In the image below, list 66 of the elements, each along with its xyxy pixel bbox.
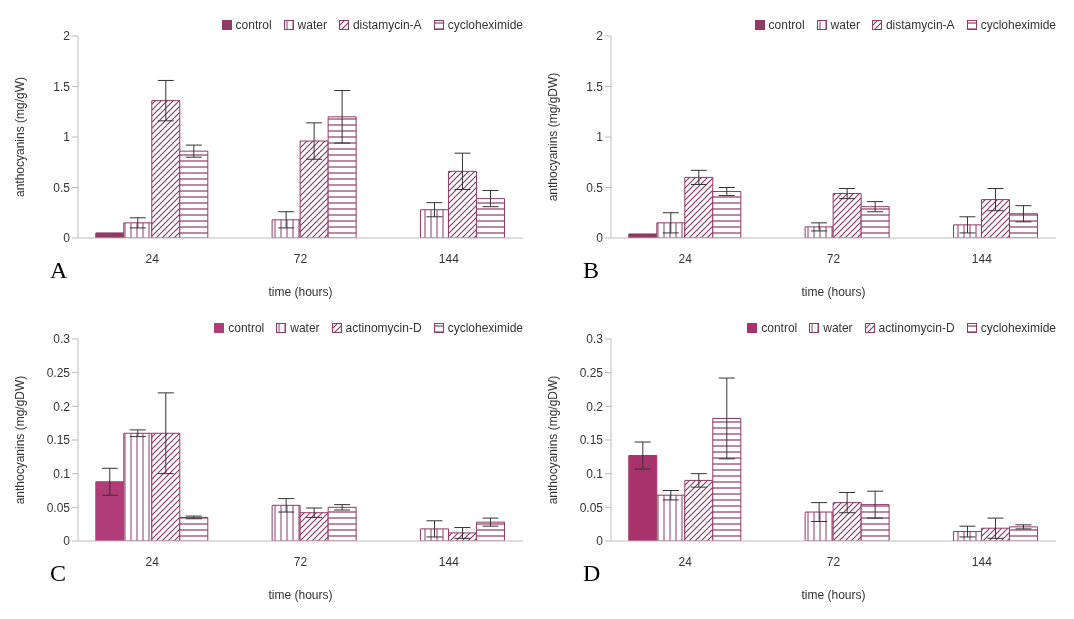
x-tick-label: 144 bbox=[438, 251, 460, 266]
legend-label: cycloheximide bbox=[980, 321, 1056, 335]
bar bbox=[628, 454, 658, 541]
y-axis-title: anthocyanins (mg/gDW) bbox=[13, 375, 28, 505]
y-tick-label: 2 bbox=[63, 29, 71, 44]
x-axis-title: time (hours) bbox=[801, 285, 866, 299]
y-tick-label: 0 bbox=[596, 231, 604, 246]
y-tick-label: 0.2 bbox=[586, 399, 604, 414]
legend-label: cycloheximide bbox=[447, 18, 523, 32]
y-tick-label: 2 bbox=[596, 29, 604, 44]
legend-label: control bbox=[768, 18, 805, 32]
x-tick-label: 72 bbox=[826, 251, 841, 266]
x-tick-label: 144 bbox=[971, 554, 993, 569]
y-tick-label: 0.15 bbox=[579, 433, 604, 448]
bar bbox=[95, 481, 125, 541]
legend-label: control bbox=[761, 321, 798, 335]
x-tick-label: 24 bbox=[678, 554, 693, 569]
y-tick-label: 0 bbox=[63, 534, 71, 549]
y-tick-label: 0.1 bbox=[586, 466, 604, 481]
x-tick-label: 72 bbox=[826, 554, 841, 569]
x-axis-title: time (hours) bbox=[801, 588, 866, 602]
legend-label: actinomycin-D bbox=[878, 321, 955, 335]
y-tick-label: 0.25 bbox=[46, 365, 71, 380]
legend-label: cycloheximide bbox=[447, 321, 523, 335]
legend-label: control bbox=[228, 321, 265, 335]
legend-label: control bbox=[235, 18, 272, 32]
y-tick-label: 0 bbox=[596, 534, 604, 549]
legend-label: water bbox=[823, 321, 853, 335]
text: A bbox=[50, 257, 68, 284]
legend-label: actinomycin-D bbox=[345, 321, 422, 335]
y-tick-label: 1 bbox=[63, 130, 71, 145]
y-tick-label: 1.5 bbox=[586, 79, 604, 94]
y-axis-title: anthocyanins (mg/gDW) bbox=[546, 375, 561, 505]
y-tick-label: 0.05 bbox=[46, 500, 71, 515]
legend-label: distamycin-A bbox=[352, 18, 422, 32]
y-tick-label: 1 bbox=[596, 130, 604, 145]
x-tick-label: 72 bbox=[293, 554, 308, 569]
legend-label: cycloheximide bbox=[980, 18, 1056, 32]
legend-label: water bbox=[290, 321, 320, 335]
x-tick-label: 144 bbox=[971, 251, 993, 266]
text: D bbox=[583, 560, 601, 587]
x-axis-title: time (hours) bbox=[268, 285, 333, 299]
y-axis-title: anthocyanins (mg/gW) bbox=[13, 76, 28, 198]
y-tick-label: 0.05 bbox=[579, 500, 604, 515]
x-axis-title: time (hours) bbox=[268, 588, 333, 602]
y-axis-title: anthocyanins (mg/gDW) bbox=[546, 72, 561, 202]
y-tick-label: 0.3 bbox=[586, 332, 604, 347]
legend-label: water bbox=[297, 18, 327, 32]
y-tick-label: 0.3 bbox=[53, 332, 71, 347]
y-tick-label: 0.5 bbox=[53, 180, 71, 195]
x-tick-label: 24 bbox=[678, 251, 693, 266]
y-tick-label: 0.25 bbox=[579, 365, 604, 380]
y-tick-label: 0.5 bbox=[586, 180, 604, 195]
y-tick-label: 0.2 bbox=[53, 399, 71, 414]
x-tick-label: 144 bbox=[438, 554, 460, 569]
y-tick-label: 0.1 bbox=[53, 466, 71, 481]
x-tick-label: 24 bbox=[145, 554, 160, 569]
legend-label: distamycin-A bbox=[885, 18, 955, 32]
x-tick-label: 24 bbox=[145, 251, 160, 266]
x-tick-label: 72 bbox=[293, 251, 308, 266]
y-tick-label: 0.15 bbox=[46, 433, 71, 448]
text: C bbox=[50, 560, 67, 587]
text: B bbox=[583, 257, 600, 284]
legend-label: water bbox=[830, 18, 860, 32]
y-tick-label: 0 bbox=[63, 231, 71, 246]
y-tick-label: 1.5 bbox=[53, 79, 71, 94]
